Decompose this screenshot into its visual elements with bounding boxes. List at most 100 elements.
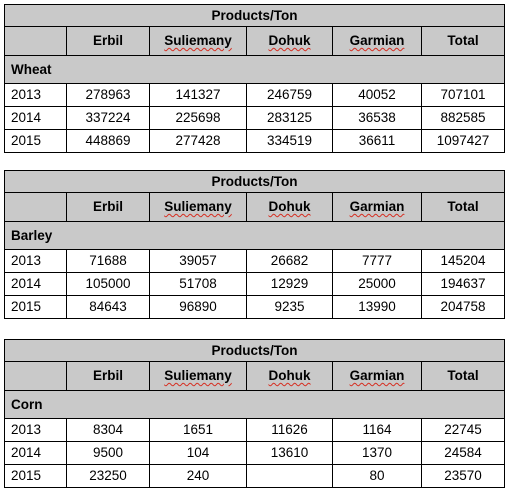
value-cell-total: 1097427 xyxy=(421,129,505,153)
column-header-dohuk: Dohuk xyxy=(246,26,333,56)
value-cell-garmian: 13990 xyxy=(332,295,422,319)
header-corner-cell xyxy=(4,192,67,222)
column-header-garmian-label: Garmian xyxy=(349,33,405,48)
value-cell-dohuk: 26682 xyxy=(246,249,333,273)
value-cell-dohuk xyxy=(246,464,333,488)
table-title: Products/Ton xyxy=(4,170,505,193)
barley-production-table: Products/Ton Erbil Suliemany Dohuk Garmi… xyxy=(4,170,505,319)
corn-production-table: Products/Ton Erbil Suliemany Dohuk Garmi… xyxy=(4,339,505,488)
column-header-suliemany-label: Suliemany xyxy=(164,33,232,48)
header-corner-cell xyxy=(4,361,67,391)
table-row: 2013 71688 39057 26682 7777 145204 xyxy=(4,249,505,273)
crop-label-row: Wheat xyxy=(4,55,505,84)
value-cell-garmian: 36611 xyxy=(332,129,422,153)
value-cell-dohuk: 334519 xyxy=(246,129,333,153)
crop-label: Barley xyxy=(4,221,505,250)
column-header-suliemany: Suliemany xyxy=(149,192,247,222)
year-cell: 2015 xyxy=(4,295,67,319)
value-cell-dohuk: 11626 xyxy=(246,418,333,442)
year-cell: 2015 xyxy=(4,129,67,153)
column-header-erbil: Erbil xyxy=(66,26,150,56)
value-cell-total: 23570 xyxy=(421,464,505,488)
table-row: 2015 448869 277428 334519 36611 1097427 xyxy=(4,129,505,153)
value-cell-erbil: 337224 xyxy=(66,106,150,130)
column-header-total: Total xyxy=(421,361,505,391)
column-header-suliemany-label: Suliemany xyxy=(164,199,232,214)
column-header-suliemany: Suliemany xyxy=(149,361,247,391)
column-header-suliemany-label: Suliemany xyxy=(164,368,232,383)
column-header-dohuk-label: Dohuk xyxy=(268,368,311,383)
value-cell-suliemany: 39057 xyxy=(149,249,247,273)
column-header-dohuk-label: Dohuk xyxy=(268,199,311,214)
value-cell-erbil: 278963 xyxy=(66,83,150,107)
table-row: 2013 278963 141327 246759 40052 707101 xyxy=(4,83,505,107)
column-header-erbil: Erbil xyxy=(66,361,150,391)
value-cell-erbil: 9500 xyxy=(66,441,150,465)
crop-label: Corn xyxy=(4,390,505,419)
table-title-row: Products/Ton xyxy=(4,170,505,193)
value-cell-garmian: 36538 xyxy=(332,106,422,130)
value-cell-erbil: 105000 xyxy=(66,272,150,296)
column-header-dohuk: Dohuk xyxy=(246,361,333,391)
value-cell-dohuk: 246759 xyxy=(246,83,333,107)
year-cell: 2015 xyxy=(4,464,67,488)
table-title: Products/Ton xyxy=(4,339,505,362)
table-row: 2014 105000 51708 12929 25000 194637 xyxy=(4,272,505,296)
crop-label-row: Corn xyxy=(4,390,505,419)
crop-label-row: Barley xyxy=(4,221,505,250)
value-cell-suliemany: 141327 xyxy=(149,83,247,107)
value-cell-dohuk: 13610 xyxy=(246,441,333,465)
year-cell: 2013 xyxy=(4,83,67,107)
column-header-total: Total xyxy=(421,192,505,222)
column-header-total: Total xyxy=(421,26,505,56)
column-header-row: Erbil Suliemany Dohuk Garmian Total xyxy=(4,361,505,391)
column-header-suliemany: Suliemany xyxy=(149,26,247,56)
value-cell-total: 204758 xyxy=(421,295,505,319)
table-row: 2013 8304 1651 11626 1164 22745 xyxy=(4,418,505,442)
value-cell-total: 882585 xyxy=(421,106,505,130)
column-header-garmian: Garmian xyxy=(332,26,422,56)
value-cell-garmian: 40052 xyxy=(332,83,422,107)
value-cell-suliemany: 104 xyxy=(149,441,247,465)
year-cell: 2014 xyxy=(4,106,67,130)
value-cell-dohuk: 283125 xyxy=(246,106,333,130)
header-corner-cell xyxy=(4,26,67,56)
table-row: 2014 9500 104 13610 1370 24584 xyxy=(4,441,505,465)
column-header-row: Erbil Suliemany Dohuk Garmian Total xyxy=(4,26,505,56)
column-header-dohuk-label: Dohuk xyxy=(268,33,311,48)
table-row: 2014 337224 225698 283125 36538 882585 xyxy=(4,106,505,130)
column-header-dohuk: Dohuk xyxy=(246,192,333,222)
crop-label: Wheat xyxy=(4,55,505,84)
value-cell-suliemany: 96890 xyxy=(149,295,247,319)
table-title: Products/Ton xyxy=(4,4,505,27)
value-cell-erbil: 448869 xyxy=(66,129,150,153)
value-cell-erbil: 23250 xyxy=(66,464,150,488)
table-row: 2015 84643 96890 9235 13990 204758 xyxy=(4,295,505,319)
column-header-garmian-label: Garmian xyxy=(349,368,405,383)
value-cell-total: 707101 xyxy=(421,83,505,107)
value-cell-dohuk: 12929 xyxy=(246,272,333,296)
value-cell-suliemany: 51708 xyxy=(149,272,247,296)
value-cell-total: 194637 xyxy=(421,272,505,296)
wheat-production-table: Products/Ton Erbil Suliemany Dohuk Garmi… xyxy=(4,4,505,153)
value-cell-erbil: 84643 xyxy=(66,295,150,319)
column-header-garmian: Garmian xyxy=(332,192,422,222)
value-cell-total: 145204 xyxy=(421,249,505,273)
value-cell-total: 22745 xyxy=(421,418,505,442)
column-header-erbil: Erbil xyxy=(66,192,150,222)
year-cell: 2013 xyxy=(4,418,67,442)
column-header-garmian: Garmian xyxy=(332,361,422,391)
value-cell-dohuk: 9235 xyxy=(246,295,333,319)
value-cell-suliemany: 1651 xyxy=(149,418,247,442)
value-cell-suliemany: 240 xyxy=(149,464,247,488)
year-cell: 2014 xyxy=(4,441,67,465)
year-cell: 2013 xyxy=(4,249,67,273)
table-row: 2015 23250 240 80 23570 xyxy=(4,464,505,488)
value-cell-suliemany: 277428 xyxy=(149,129,247,153)
table-title-row: Products/Ton xyxy=(4,4,505,27)
value-cell-garmian: 80 xyxy=(332,464,422,488)
value-cell-suliemany: 225698 xyxy=(149,106,247,130)
value-cell-total: 24584 xyxy=(421,441,505,465)
value-cell-garmian: 7777 xyxy=(332,249,422,273)
value-cell-garmian: 1164 xyxy=(332,418,422,442)
